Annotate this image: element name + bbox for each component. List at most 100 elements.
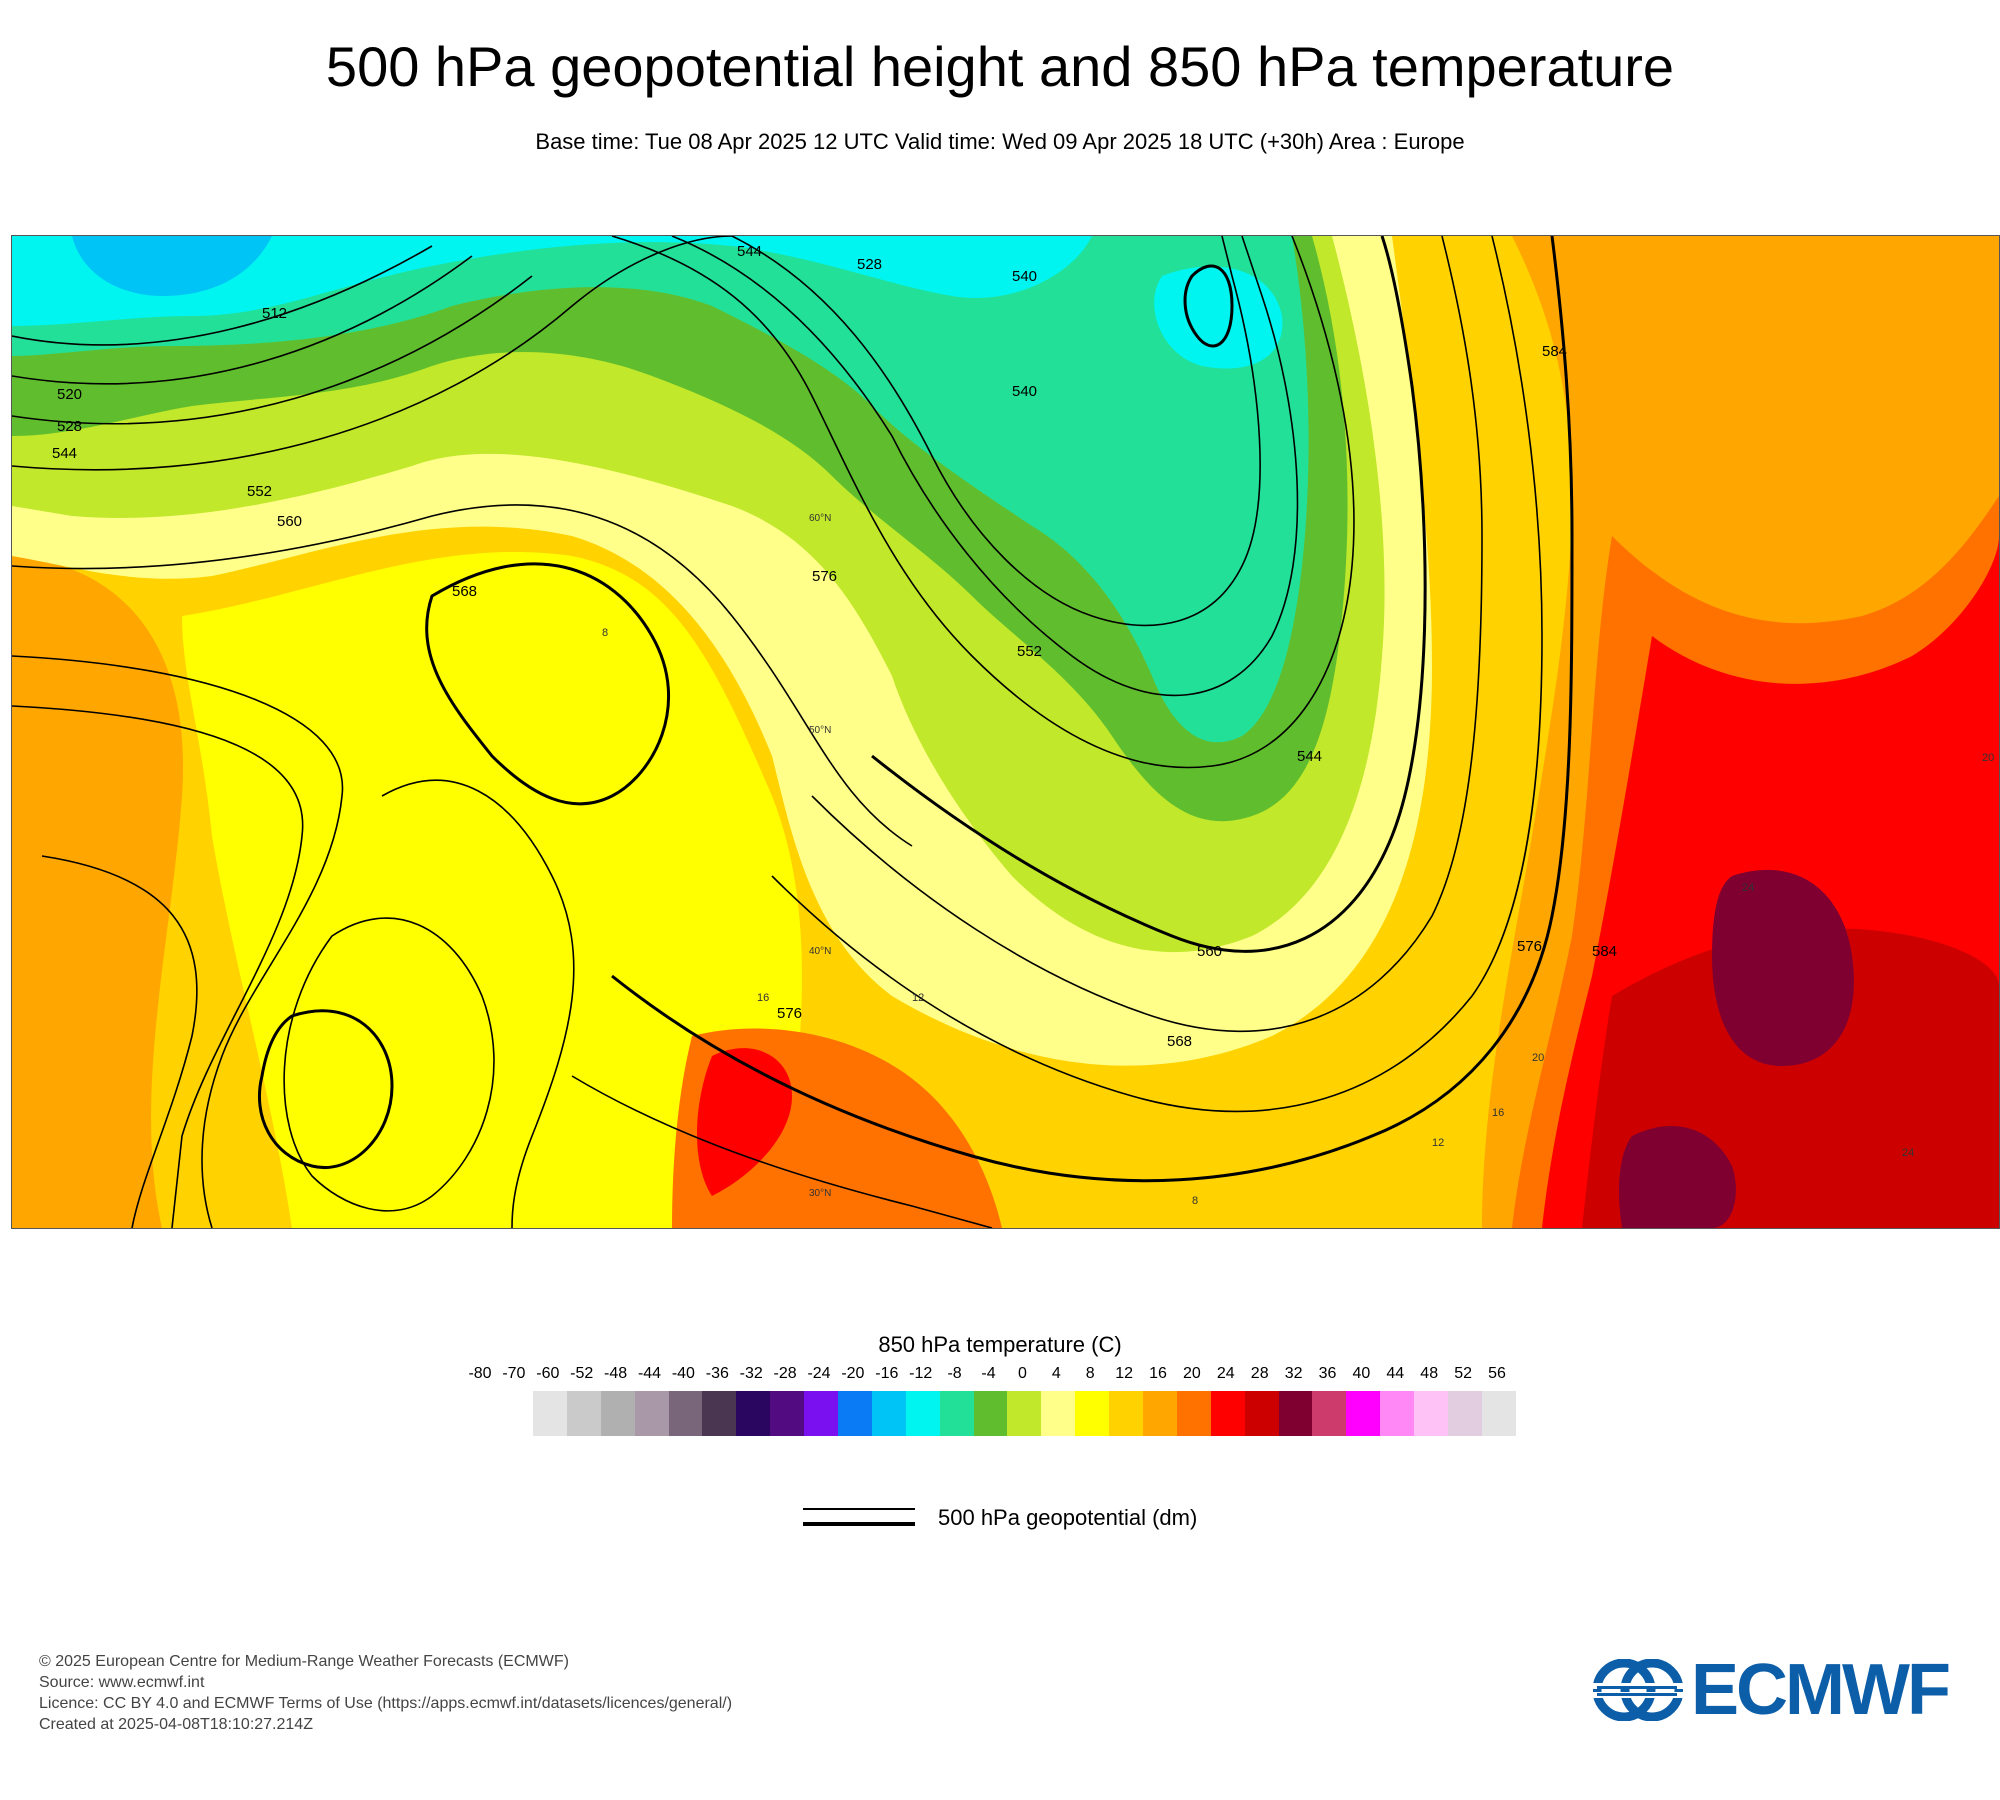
colorbar-tick-label: -48 xyxy=(604,1365,628,1382)
temp-label: 24 xyxy=(1902,1147,1914,1159)
colorbar-swatch xyxy=(736,1391,771,1436)
colorbar-swatch xyxy=(939,1391,974,1436)
colorbar-tick-label: -60 xyxy=(536,1365,560,1382)
colorbar-swatch xyxy=(1143,1391,1177,1436)
colorbar-swatch xyxy=(1278,1391,1313,1436)
colorbar-swatch xyxy=(1448,1391,1482,1436)
thick-contour-line xyxy=(803,1522,915,1526)
contour-label: 584 xyxy=(1592,943,1617,960)
temp-label: 16 xyxy=(757,992,769,1004)
colorbar-swatch xyxy=(634,1391,669,1436)
colorbar-tick-label: 48 xyxy=(1420,1365,1439,1382)
lat-label: 40°N xyxy=(809,946,831,957)
legend-ticks: -80 -70 -60 -52 -48 -44 -40 -36 -32 -28 -24 -20 -16-… xyxy=(468,1365,1520,1385)
legend-title: 850 hPa temperature (C) xyxy=(878,1332,1122,1357)
colorbar-swatch xyxy=(1481,1391,1516,1436)
temp-label: 20 xyxy=(1982,752,1994,764)
colorbar-swatch xyxy=(871,1391,906,1436)
contour-label: 576 xyxy=(1517,938,1542,955)
contour-label: 552 xyxy=(1017,643,1042,660)
colorbar-swatch xyxy=(600,1391,635,1436)
temp-label: 24 xyxy=(1742,882,1754,894)
colorbar-tick-label: -36 xyxy=(705,1365,729,1382)
contour-label: 560 xyxy=(1197,943,1222,960)
lat-label: 60°N xyxy=(809,513,831,524)
contour-label: 540 xyxy=(1012,383,1037,400)
colorbar-tick-label: -70 xyxy=(502,1365,526,1382)
colorbar-swatch xyxy=(668,1391,703,1436)
colorbar-swatch xyxy=(533,1391,567,1436)
lat-label-group: 60°N 50°N 40°N 30°N xyxy=(809,513,831,1199)
colorbar-tick-label: 12 xyxy=(1115,1365,1133,1382)
contour-label: 520 xyxy=(57,386,82,403)
colorbar-tick-label: 20 xyxy=(1182,1365,1201,1382)
footer-line: © 2025 European Centre for Medium-Range … xyxy=(39,1653,569,1670)
colorbar-swatch xyxy=(1346,1391,1381,1436)
contour-label: 528 xyxy=(857,256,882,273)
colorbar-tick-label: 40 xyxy=(1352,1365,1371,1382)
colorbar-swatch xyxy=(973,1391,1008,1436)
ecmwf-logo-icon xyxy=(1593,1659,1683,1721)
temp-label-group: 8 12 16 20 20 24 24 8 12 16 xyxy=(602,627,1994,1207)
contour-label-group: 512 520 528 544 552 560 568 576 544 528 … xyxy=(52,243,1617,1050)
geopotential-contours xyxy=(12,236,1574,1228)
temp-field-orange-west xyxy=(12,556,184,1228)
contour-label: 584 xyxy=(1542,343,1567,360)
colorbar-tick-label: 8 xyxy=(1085,1365,1095,1382)
colorbar-tick-label: 36 xyxy=(1318,1365,1337,1382)
footer-line: Licence: CC BY 4.0 and ECMWF Terms of Us… xyxy=(39,1695,733,1712)
ecmwf-logo: ECMWF xyxy=(1593,1650,1951,1730)
colorbar-swatch xyxy=(1041,1391,1076,1436)
colorbar-swatch xyxy=(702,1391,737,1436)
ecmwf-logo-text: ECMWF xyxy=(1691,1650,1951,1730)
colorbar-tick-label: 56 xyxy=(1488,1365,1506,1382)
contour-label: 576 xyxy=(777,1005,802,1022)
colorbar-swatch xyxy=(1007,1391,1042,1436)
temp-field-teal xyxy=(12,236,1309,743)
temp-field-yellow-atlantic xyxy=(182,551,802,1228)
temp-field-maroon xyxy=(1712,869,1854,1066)
contour-label: 512 xyxy=(262,305,287,322)
colorbar-tick-label: 0 xyxy=(1017,1365,1027,1382)
colorbar-tick-label: 24 xyxy=(1216,1365,1235,1382)
temp-label: 16 xyxy=(1492,1107,1504,1119)
temp-field-cyan xyxy=(12,236,1092,326)
temp-label: 8 xyxy=(602,627,608,639)
geopotential-legend-label: 500 hPa geopotential (dm) xyxy=(938,1505,1198,1530)
colorbar-tick-label: -4 xyxy=(981,1365,996,1382)
colorbar-tick-label: 52 xyxy=(1454,1365,1472,1382)
contour-label: 528 xyxy=(57,418,82,435)
contour-label: 544 xyxy=(1297,748,1322,765)
colorbar-swatch xyxy=(1312,1391,1347,1436)
colorbar-tick-label: 4 xyxy=(1051,1365,1061,1382)
thin-contour-line xyxy=(803,1508,915,1510)
colorbar-swatch xyxy=(838,1391,872,1436)
temp-label: 12 xyxy=(1432,1137,1444,1149)
colorbar-tick-label: 28 xyxy=(1250,1365,1269,1382)
footer-line: Source: www.ecmwf.int xyxy=(39,1674,205,1691)
colorbar-swatch xyxy=(770,1391,805,1436)
colorbar-tick-label: -52 xyxy=(570,1365,594,1382)
colorbar-swatch xyxy=(1210,1391,1245,1436)
contour-label: 568 xyxy=(452,583,477,600)
colorbar-swatch xyxy=(1075,1391,1110,1436)
colorbar-swatch xyxy=(905,1391,940,1436)
colorbar-tick-label: 16 xyxy=(1149,1365,1167,1382)
colorbar-swatch xyxy=(1176,1391,1211,1436)
colorbar-tick-label: -20 xyxy=(841,1365,865,1382)
lat-label: 50°N xyxy=(809,725,831,736)
contour-label: 552 xyxy=(247,483,272,500)
colorbar-swatch xyxy=(1380,1391,1415,1436)
footer-line: Created at 2025-04-08T18:10:27.214Z xyxy=(39,1716,313,1733)
colorbar-tick-label: -28 xyxy=(773,1365,797,1382)
contour-label: 544 xyxy=(52,445,77,462)
temp-label: 8 xyxy=(1192,1195,1198,1207)
contour-label: 544 xyxy=(737,243,762,260)
temp-label: 12 xyxy=(912,992,924,1004)
colorbar-tick-label: -44 xyxy=(637,1365,662,1382)
temp-field-sky xyxy=(72,236,272,296)
weather-map[interactable]: 512 520 528 544 552 560 568 576 544 528 … xyxy=(11,235,2000,1229)
colorbar-tick-label: -24 xyxy=(807,1365,831,1382)
temp-label: 20 xyxy=(1532,1052,1544,1064)
legend-colorbar xyxy=(533,1391,1516,1436)
